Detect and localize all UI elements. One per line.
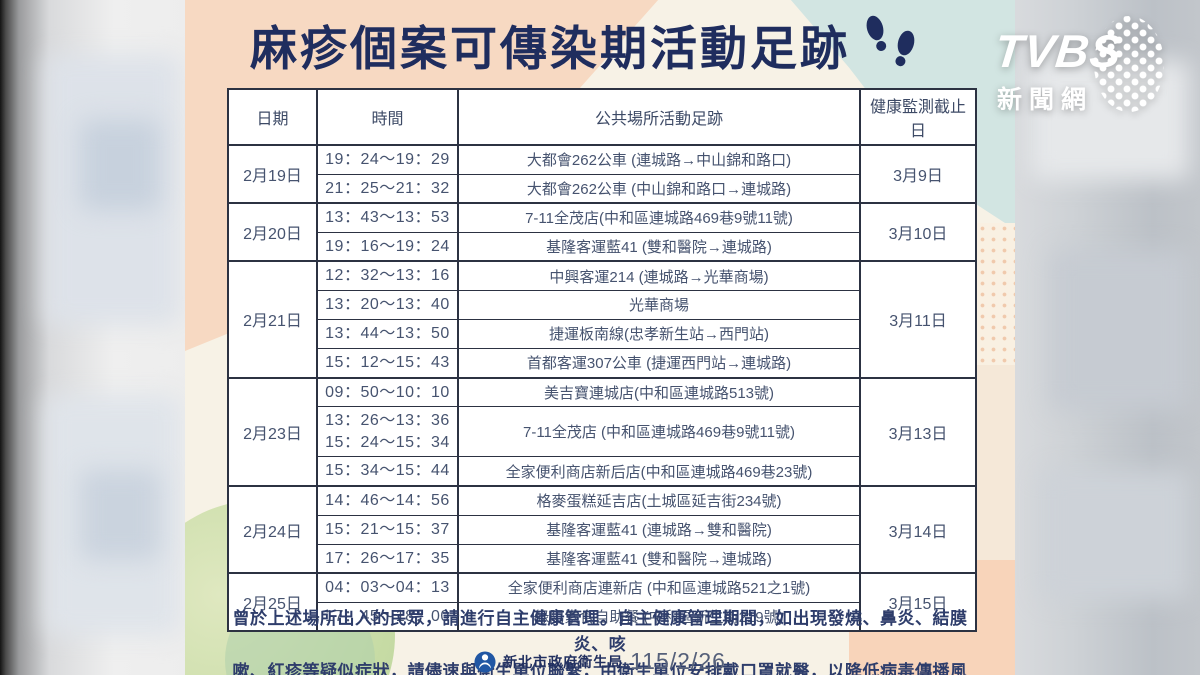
deadline-cell: 3月10日 [859, 202, 977, 262]
col-header-date: 日期 [227, 88, 318, 146]
page-title: 麻疹個案可傳染期活動足跡 [250, 22, 850, 75]
deadline-cell: 3月14日 [859, 484, 977, 574]
agency-row: 新北市政府衛生局 115/2/26 [185, 648, 1015, 675]
table-row: 21：25～21：32 大都會262公車 (中山錦和路口→連城路) [228, 173, 976, 204]
agency-name: 新北市政府衛生局 [503, 653, 624, 670]
time-cell: 21：25～21：32 [316, 173, 459, 204]
place-cell: 7-11全茂店(中和區連城路469巷9號11號) [457, 202, 861, 233]
deadline-cell: 3月9日 [859, 143, 977, 204]
place-cell: 全家便利商店連新店 (中和區連城路521之1號) [457, 572, 861, 603]
table-row: 17：26～17：35 基隆客運藍41 (雙和醫院→連城路) [228, 543, 976, 574]
place-cell: 綠陽素食自助餐 (中和區新生街219號) [457, 601, 861, 632]
col-header-deadline: 健康監測截止日 [859, 88, 977, 146]
table-row: 13：20～13：40 光華商場 [228, 289, 976, 320]
time-cell: 19：16～19：24 [316, 231, 459, 262]
deadline-cell: 3月11日 [859, 260, 977, 379]
place-cell: 美吉寶連城店(中和區連城路513號) [457, 376, 861, 408]
col-header-place: 公共場所活動足跡 [457, 88, 861, 146]
table-row: 13：44～13：50 捷運板南線(忠孝新生站→西門站) [228, 318, 976, 349]
place-cell: 基隆客運藍41 (雙和醫院→連城路) [457, 231, 861, 262]
date-cell: 2月20日 [227, 202, 318, 262]
footprints-icon [866, 15, 915, 66]
time-cell: 15：12～15：43 [316, 347, 459, 379]
table-header-row: 日期 時間 公共場所活動足跡 健康監測截止日 [227, 88, 977, 146]
notice-line-1: 曾於上述場所出入的民眾，請進行自主健康管理。自主健康管理期間，如出現發燒、鼻炎、… [232, 609, 968, 655]
time-cell: 15：21～15：37 [316, 514, 459, 545]
table-row: 2月19日 19：24～19：29 大都會262公車 (連城路→中山錦和路口) 3月9… [227, 143, 977, 204]
date-cell: 2月24日 [227, 484, 318, 574]
time-cell: 13：26～13：36 15：24～15：34 [316, 406, 459, 458]
deadline-cell: 3月13日 [859, 376, 977, 487]
place-cell: 基隆客運藍41 (連城路→雙和醫院) [457, 514, 861, 545]
footprint-table-body: 2月19日 19：24～19：29 大都會262公車 (連城路→中山錦和路口) 3月9… [227, 143, 977, 632]
table-row: 13：26～13：36 15：24～15：34 7-11全茂店 (中和區連城路46… [228, 406, 976, 458]
place-cell: 全家便利商店新后店(中和區連城路469巷23號) [457, 456, 861, 487]
place-cell: 光華商場 [457, 289, 861, 320]
infographic: 麻疹個案可傳染期活動足跡 日期 時間 公共場所活動足跡 健康監測截止日 [185, 0, 1015, 675]
blur-artifact [1050, 250, 1190, 410]
time-cell: 09：50～10：10 [316, 376, 459, 408]
time-cell: 12：32～13：16 [316, 260, 459, 291]
tvbs-brand-text: TVBS [992, 25, 1125, 77]
date-cell: 2月21日 [227, 260, 318, 379]
time-cell: 19：24～19：29 [316, 143, 459, 175]
table-row: 2月25日 04：03～04：13 全家便利商店連新店 (中和區連城路521之1號)… [227, 572, 977, 632]
place-cell: 捷運板南線(忠孝新生站→西門站) [457, 318, 861, 349]
time-cell: 13：20～13：40 [316, 289, 459, 320]
place-cell: 大都會262公車 (連城路→中山錦和路口) [457, 143, 861, 175]
tvbs-dots-pattern [1094, 16, 1164, 112]
time-cell: 15：34～15：44 [316, 456, 459, 487]
time-cell: 14：46～14：56 [316, 484, 459, 516]
date-cell: 2月23日 [227, 376, 318, 487]
table-row: 2月20日 13：43～13：53 7-11全茂店(中和區連城路469巷9號11號)… [227, 202, 977, 262]
place-cell: 格麥蛋糕延吉店(土城區延吉街234號) [457, 484, 861, 516]
place-cell: 基隆客運藍41 (雙和醫院→連城路) [457, 543, 861, 574]
decoration-side-strip [976, 364, 1015, 574]
table-row: 2月21日 12：32～13：16 中興客運214 (連城路→光華商場) 3月11日 [227, 260, 977, 379]
notice-line-2: 嗽、紅疹等疑似症狀，請儘速與衛生單位聯繫，由衛生單位安排戴口罩就醫，以降低病毒傳… [232, 661, 968, 675]
date-cell: 2月19日 [227, 143, 318, 204]
place-cell: 大都會262公車 (中山錦和路口→連城路) [457, 173, 861, 204]
table-row: 19：16～19：24 基隆客運藍41 (雙和醫院→連城路) [228, 231, 976, 262]
publish-date: 115/2/26 [630, 648, 726, 674]
time-cell: 13：44～13：50 [316, 318, 459, 349]
health-bureau-logo-icon [474, 650, 496, 673]
tvbs-logo: TVBS 新聞網 [992, 16, 1165, 126]
tvbs-sub-text: 新聞網 [997, 86, 1094, 114]
table-row: 15：12～15：43 首都客運307公車 (捷運西門站→連城路) [228, 347, 976, 379]
title-row: 麻疹個案可傳染期活動足跡 [185, 10, 1015, 79]
date-cell: 2月25日 [227, 572, 318, 632]
place-cell: 中興客運214 (連城路→光華商場) [457, 260, 861, 291]
time-cell: 17：45～18：00 [316, 601, 459, 632]
time-cell: 17：26～17：35 [316, 543, 459, 574]
table-row: 15：34～15：44 全家便利商店新后店(中和區連城路469巷23號) [228, 456, 976, 487]
decoration-dots-strip [976, 222, 1015, 365]
table-row: 2月24日 14：46～14：56 格麥蛋糕延吉店(土城區延吉街234號) 3月14日 [227, 484, 977, 574]
time-cell: 13：43～13：53 [316, 202, 459, 233]
place-cell: 首都客運307公車 (捷運西門站→連城路) [457, 347, 861, 379]
table-row: 2月23日 09：50～10：10 美吉寶連城店(中和區連城路513號) 3月13日 [227, 376, 977, 487]
blur-artifact [1040, 470, 1190, 600]
background-blur-left [0, 0, 190, 675]
activity-table: 日期 時間 公共場所活動足跡 健康監測截止日 2月19日 19：24～19：29 大… [227, 88, 977, 633]
blur-artifact [80, 470, 160, 560]
deadline-cell: 3月15日 [859, 572, 977, 632]
col-header-time: 時間 [316, 88, 459, 146]
health-notice: 曾於上述場所出入的民眾，請進行自主健康管理。自主健康管理期間，如出現發燒、鼻炎、… [218, 606, 982, 675]
time-cell: 04：03～04：13 [316, 572, 459, 603]
table-row: 17：45～18：00 綠陽素食自助餐 (中和區新生街219號) [228, 601, 976, 632]
blur-artifact [80, 120, 160, 210]
place-cell: 7-11全茂店 (中和區連城路469巷9號11號) [457, 406, 861, 458]
